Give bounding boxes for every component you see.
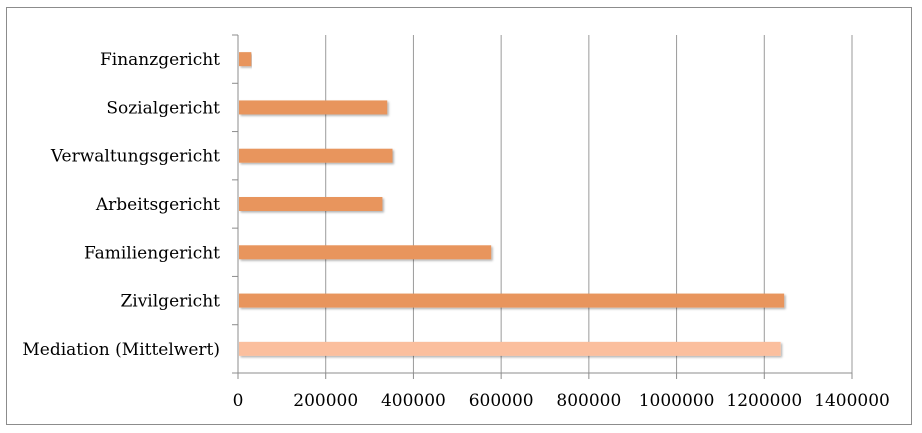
x-tick-label: 1000000 — [639, 391, 715, 411]
x-tick-label: 200000 — [293, 391, 358, 411]
x-tick-label: 0 — [233, 391, 244, 411]
y-category-label: Mediation (Mittelwert) — [22, 340, 220, 360]
x-tick-label: 1200000 — [726, 391, 802, 411]
x-tick-label: 400000 — [381, 391, 446, 411]
labels: 0 200000 400000 600000 800000 1000000 1200000 1… — [22, 50, 889, 411]
y-category-label: Sozialgericht — [106, 98, 220, 118]
y-category-label: Arbeitsgericht — [95, 195, 220, 215]
bar-mediation-mittelwert — [239, 341, 781, 356]
y-category-label: Familiengericht — [84, 243, 220, 263]
bar-finanzgericht — [239, 52, 252, 67]
y-category-label: Zivilgericht — [120, 292, 220, 312]
bars — [239, 52, 785, 356]
y-category-label: Finanzgericht — [100, 50, 220, 70]
x-tick-label: 1400000 — [814, 391, 890, 411]
y-category-label: Verwaltungsgericht — [50, 147, 220, 167]
bar-arbeitsgericht — [239, 197, 383, 211]
bar-familiengericht — [239, 245, 492, 260]
bar-zivilgericht — [239, 293, 785, 308]
axes — [232, 34, 853, 379]
gridlines — [325, 35, 853, 373]
x-tick-label: 800000 — [556, 391, 621, 411]
bar-sozialgericht — [239, 100, 388, 115]
bar-verwaltungsgericht — [239, 148, 393, 163]
x-tick-label: 600000 — [469, 391, 534, 411]
